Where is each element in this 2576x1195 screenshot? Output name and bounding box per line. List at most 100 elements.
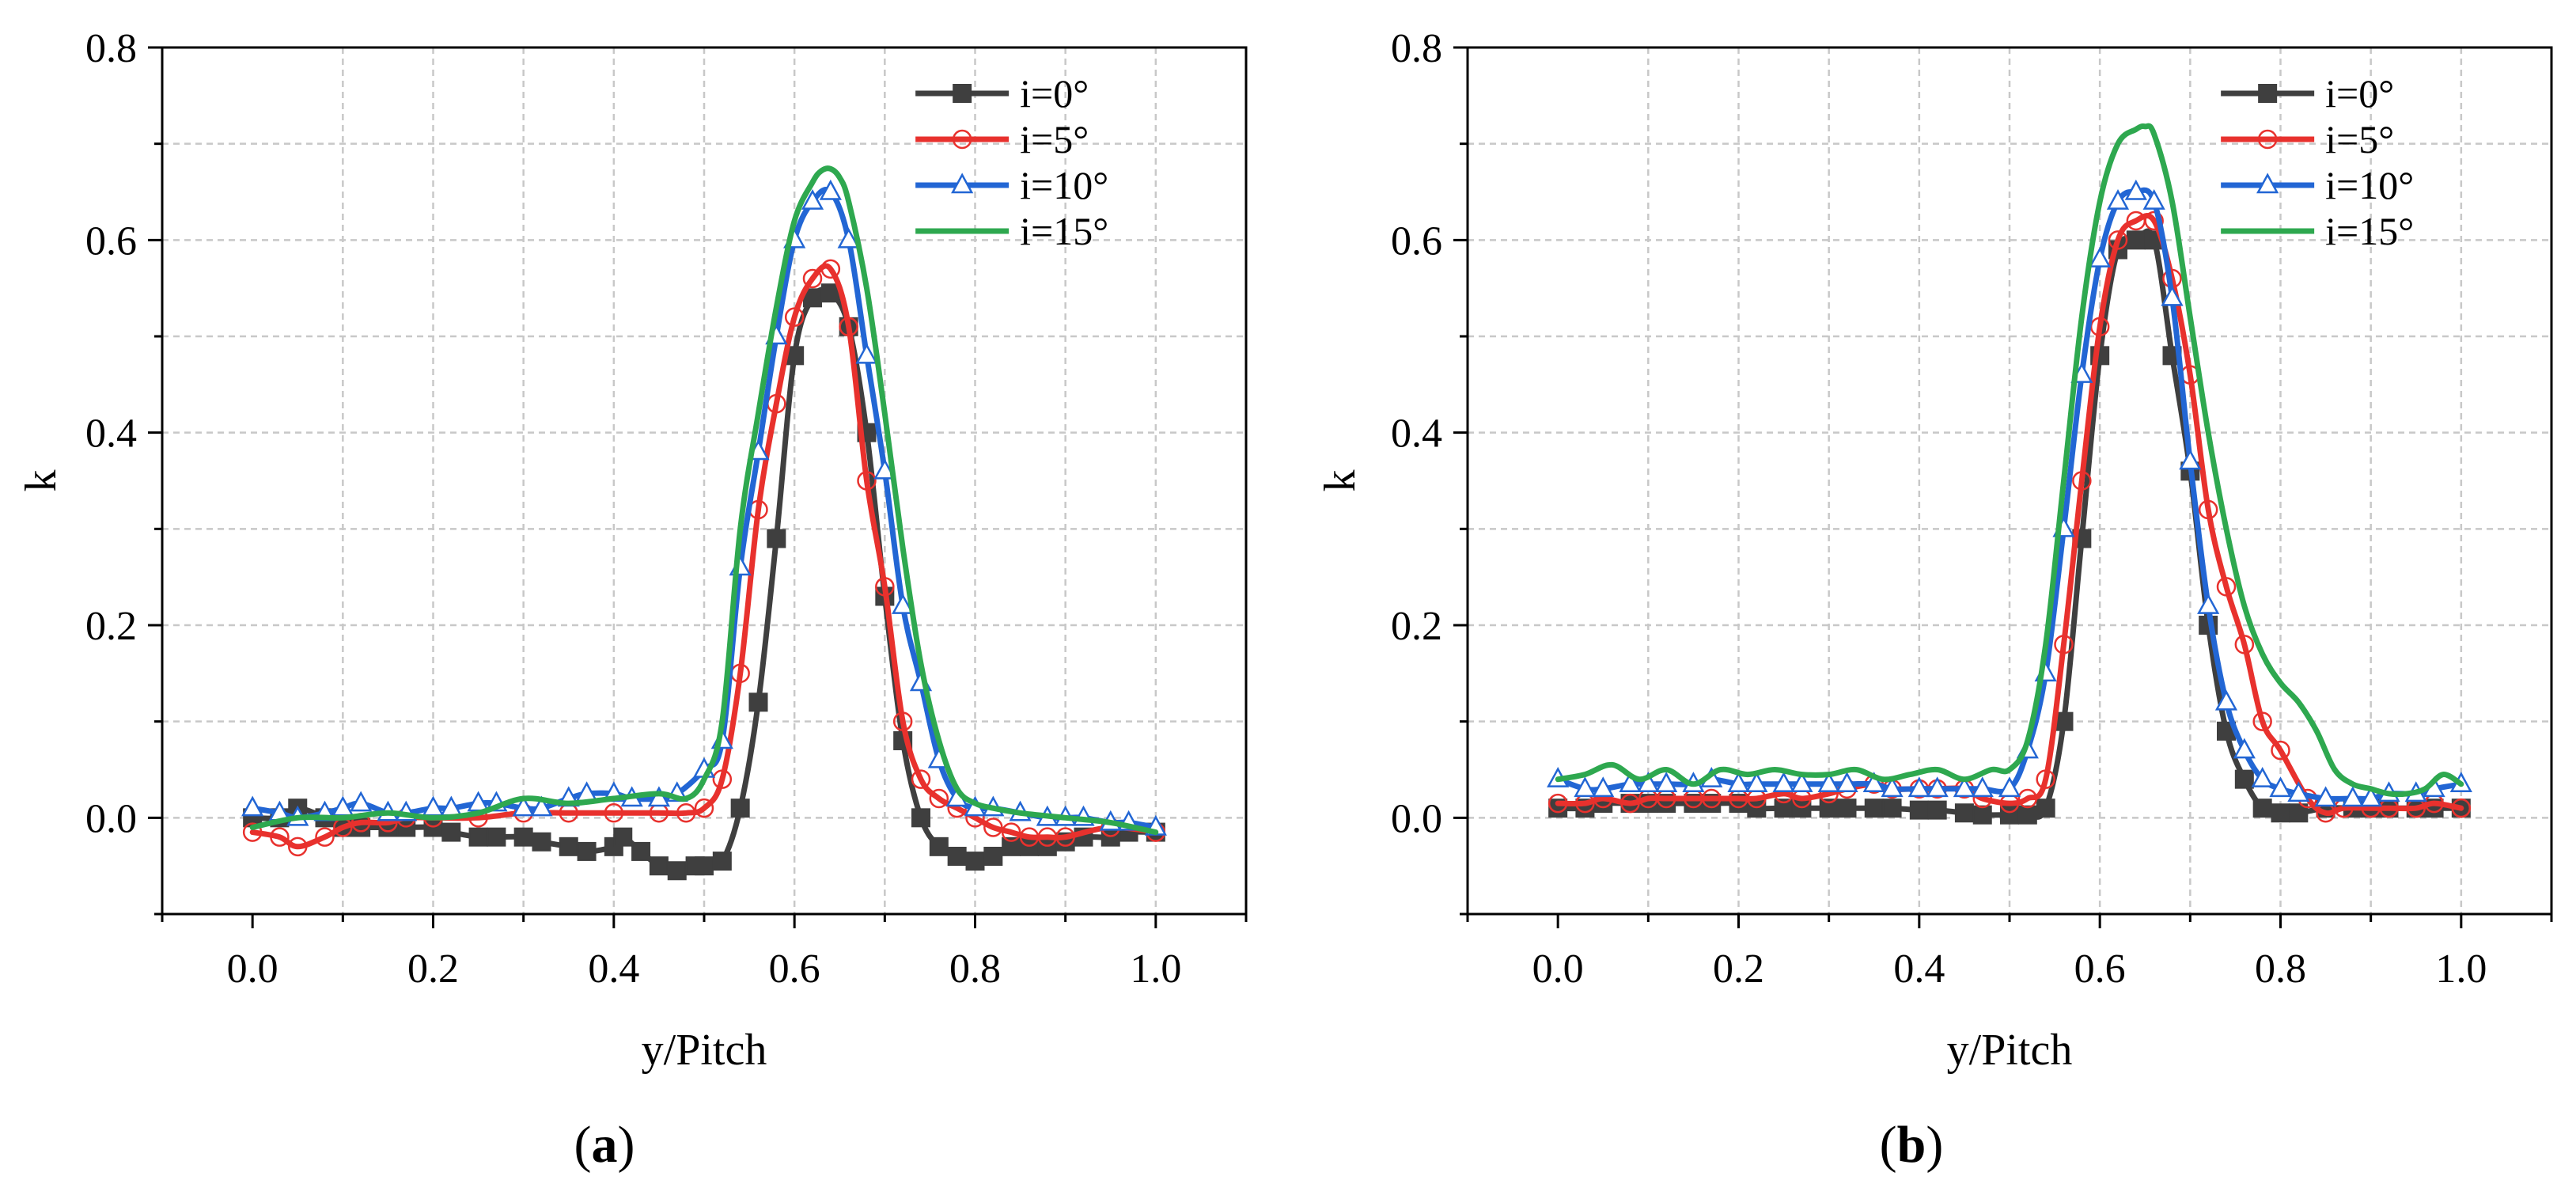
data-point <box>1835 772 1858 792</box>
legend-marker <box>951 173 974 194</box>
x-tick-label: 0.4 <box>1893 947 1945 992</box>
data-point <box>1637 772 1660 792</box>
x-tick-label: 0.6 <box>2074 947 2126 992</box>
series-line <box>1555 213 2464 817</box>
data-point <box>1882 799 1902 818</box>
data-point <box>857 471 877 491</box>
data-point <box>1998 776 2021 798</box>
data-point <box>2089 247 2112 267</box>
data-point <box>911 769 931 789</box>
data-point <box>2126 230 2146 250</box>
data-point <box>1864 799 1884 818</box>
data-point <box>1927 800 1947 820</box>
legend-label: i=5° <box>2325 117 2394 161</box>
data-point <box>855 343 878 364</box>
y-tick-label: 0.2 <box>1391 604 1442 649</box>
x-axis-label: y/Pitch <box>642 1026 767 1075</box>
series-i=15° <box>1555 123 2464 798</box>
data-point <box>288 836 308 857</box>
data-point <box>649 856 669 876</box>
data-point <box>983 847 1003 866</box>
x-tick-label: 0.0 <box>227 947 278 992</box>
y-tick-label: 0.0 <box>85 796 137 841</box>
data-point <box>1055 827 1075 847</box>
data-point <box>2252 799 2272 818</box>
data-point <box>2341 786 2364 807</box>
data-point <box>530 795 553 817</box>
data-point <box>1655 772 1678 792</box>
data-point <box>1745 772 1768 792</box>
series-line <box>249 165 1159 836</box>
data-point <box>241 795 264 817</box>
legend-item: i=5° <box>2221 117 2394 161</box>
axis-ticks <box>148 46 1248 928</box>
data-point <box>513 827 533 847</box>
x-tick-label: 1.0 <box>1130 947 1181 992</box>
data-point <box>1592 776 1615 798</box>
data-point <box>748 692 768 712</box>
data-point <box>819 179 842 200</box>
data-point <box>577 841 597 861</box>
legend-item: i=0° <box>2221 71 2394 116</box>
legend-marker <box>953 84 972 103</box>
data-point <box>2108 230 2128 250</box>
x-tick-label: 0.2 <box>1713 947 1764 992</box>
data-point <box>2233 738 2256 759</box>
data-point <box>2017 805 2037 825</box>
data-point <box>512 795 535 817</box>
data-point <box>730 799 750 818</box>
data-point <box>2179 449 2202 470</box>
x-tick-label: 0.2 <box>407 947 459 992</box>
data-point <box>1574 776 1597 798</box>
data-point <box>2124 179 2147 200</box>
data-point <box>947 847 967 866</box>
legend-item: i=15° <box>2221 209 2414 253</box>
y-tick-label: 0.6 <box>1391 218 1442 264</box>
data-point <box>2271 803 2290 823</box>
series-i=0° <box>243 283 1165 881</box>
x-axis-label: y/Pitch <box>1947 1026 2073 1075</box>
data-point <box>2142 189 2165 210</box>
data-point <box>2271 740 2290 761</box>
data-point <box>1881 776 1904 798</box>
data-point <box>892 594 915 614</box>
data-point <box>315 827 335 847</box>
data-point <box>1702 788 1722 809</box>
data-point <box>1772 772 1795 792</box>
data-point <box>2017 788 2038 809</box>
data-point <box>350 791 373 812</box>
data-point <box>487 827 506 847</box>
data-point <box>820 259 841 279</box>
data-point <box>242 822 263 842</box>
y-tick-label: 0.8 <box>85 26 137 71</box>
legend-label: i=15° <box>1020 209 1108 253</box>
data-point <box>2106 189 2130 210</box>
legend-label: i=15° <box>2325 209 2414 253</box>
data-point <box>270 827 290 847</box>
y-axis-label: k <box>1316 470 1365 492</box>
data-point <box>2036 769 2055 789</box>
data-point <box>2144 211 2164 231</box>
series-i=15° <box>249 165 1159 836</box>
legend-label: i=10° <box>1020 163 1108 207</box>
data-point <box>2036 799 2055 818</box>
series-line <box>1555 123 2464 798</box>
data-point <box>837 227 860 248</box>
data-point <box>695 856 714 876</box>
data-point <box>784 307 805 327</box>
data-point <box>1620 793 1640 814</box>
y-tick-label: 0.0 <box>1391 796 1442 841</box>
data-point <box>2234 769 2254 789</box>
data-point <box>2216 577 2237 597</box>
y-tick-label: 0.4 <box>85 412 137 457</box>
data-point <box>911 808 930 828</box>
data-point <box>1001 822 1021 842</box>
data-point <box>2234 635 2255 654</box>
legend-item: i=10° <box>2221 163 2414 207</box>
data-point <box>676 803 696 823</box>
legend-marker <box>952 129 972 150</box>
data-point <box>441 822 461 842</box>
panel-a: 0.0 0.2 0.4 0.6 0.8 1.0 0.0 0.2 0.4 0.6 0.8 y/Pitch… <box>17 26 1248 1174</box>
panel-label: (b) <box>1880 1116 1944 1174</box>
